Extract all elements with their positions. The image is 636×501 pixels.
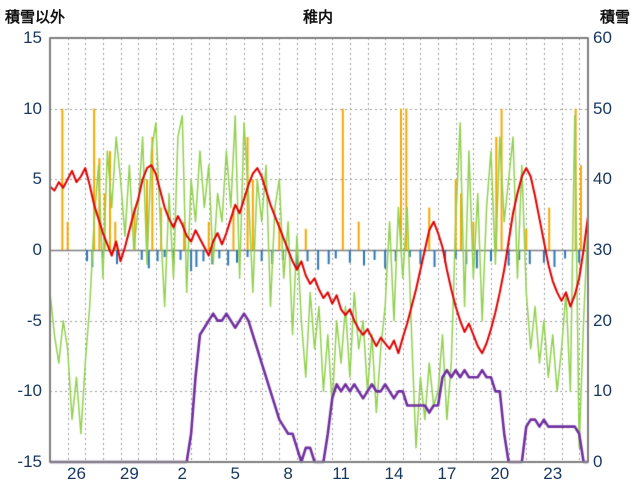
right-axis-tick: 50 (593, 98, 612, 118)
right-axis-tick: 60 (593, 28, 612, 47)
x-axis-tick: 17 (437, 464, 457, 483)
left-axis-tick: 5 (32, 169, 42, 189)
left-axis-tick: -5 (26, 310, 42, 330)
x-axis-tick: 11 (332, 464, 350, 483)
x-axis-tick: 23 (543, 464, 563, 483)
right-axis-tick: 0 (593, 452, 603, 471)
left-axis-tick: 15 (23, 28, 42, 47)
x-axis-tick: 2 (177, 464, 188, 483)
right-axis-tick: 20 (593, 310, 612, 330)
left-axis-tick: 10 (23, 98, 42, 118)
x-axis-tick: 20 (490, 464, 510, 483)
x-axis-tick: 8 (283, 464, 293, 483)
x-axis-tick: 26 (66, 464, 86, 483)
x-axis-tick: 5 (230, 464, 240, 483)
right-axis-tick: 40 (593, 169, 612, 189)
left-axis-tick: -15 (17, 452, 42, 471)
left-axis-tick: -10 (17, 381, 42, 401)
x-axis-tick: 14 (384, 464, 404, 483)
left-axis-tick: 0 (32, 240, 42, 259)
right-axis-tick: 10 (593, 381, 612, 401)
right-axis-tick: 30 (593, 240, 612, 259)
x-axis-tick: 29 (119, 464, 139, 483)
